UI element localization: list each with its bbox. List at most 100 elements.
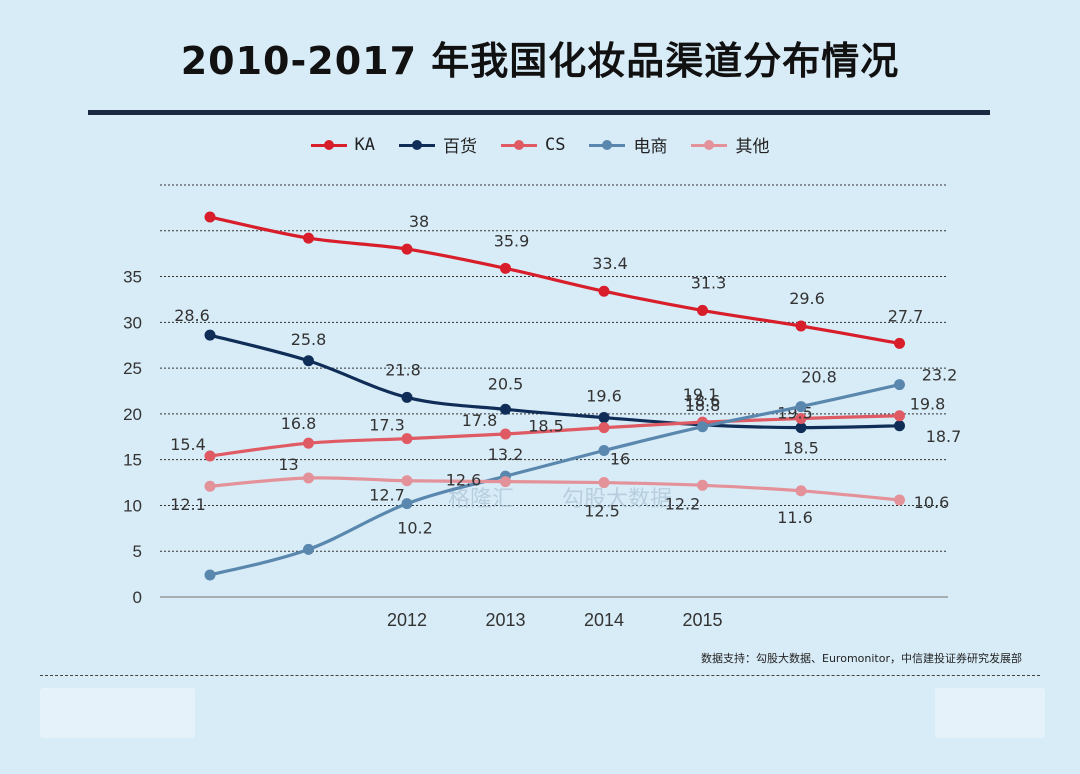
y-tick-label: 5 <box>133 542 142 561</box>
watermark-text: 勾股大数据 <box>562 487 672 512</box>
data-point <box>303 472 314 484</box>
legend-label: 电商 <box>633 137 668 157</box>
data-label: 38 <box>409 212 429 231</box>
data-label: 21.8 <box>385 360 421 379</box>
data-label: 28.6 <box>174 306 210 325</box>
y-tick-label: 10 <box>123 496 142 515</box>
data-label: 20.5 <box>488 374 524 393</box>
data-point <box>598 422 610 434</box>
legend-item: 电商 <box>589 132 667 157</box>
data-label: 13 <box>278 455 298 474</box>
line-chart: 0 5 10 15 20 25 30 35 2012 2013 2014 2015 格隆汇 勾股大数据 38… <box>123 184 962 630</box>
series-line <box>209 383 900 577</box>
data-point <box>303 232 314 244</box>
data-label: 17.8 <box>462 411 498 430</box>
data-label: 12.5 <box>584 502 620 521</box>
data-label: 18.7 <box>926 427 962 446</box>
data-point <box>500 476 511 488</box>
data-point <box>401 475 413 487</box>
watermark-text: 格隆汇 <box>448 487 514 512</box>
data-point <box>795 422 807 434</box>
data-label: 35.9 <box>494 231 530 250</box>
data-label: 18.6 <box>685 392 721 411</box>
data-point <box>598 445 610 457</box>
data-label: 29.6 <box>789 289 825 308</box>
y-tick-label: 20 <box>123 405 142 424</box>
legend-label: 其他 <box>735 137 770 157</box>
data-point <box>894 337 905 349</box>
data-point <box>204 569 216 581</box>
data-point <box>500 428 511 440</box>
data-label: 10.6 <box>914 493 950 512</box>
data-point <box>795 412 807 424</box>
data-point <box>598 477 610 489</box>
legend-swatch <box>310 138 347 152</box>
data-label: 12.2 <box>665 494 701 513</box>
data-label: 33.4 <box>592 254 628 273</box>
data-label: 13.2 <box>488 445 524 464</box>
y-tick-label: 35 <box>123 268 142 287</box>
legend-item: CS <box>501 132 565 157</box>
legend-label: KA <box>354 134 375 155</box>
x-tick-label: 2015 <box>682 610 722 630</box>
data-point <box>795 320 807 332</box>
data-label: 18.5 <box>528 417 564 436</box>
data-point <box>894 379 905 391</box>
data-point <box>401 433 413 445</box>
legend-label: CS <box>545 134 566 155</box>
legend-label: 百货 <box>443 137 477 157</box>
data-label: 18.8 <box>685 396 721 415</box>
data-label: 15.4 <box>170 435 206 454</box>
legend-item: KA <box>310 132 375 157</box>
y-tick-label: 25 <box>123 359 142 378</box>
data-label: 18.5 <box>783 439 819 458</box>
data-label: 23.2 <box>922 366 958 385</box>
data-label: 12.7 <box>369 486 405 505</box>
blurred-logo-left <box>40 688 195 738</box>
data-label: 12.6 <box>446 471 482 490</box>
data-point <box>204 480 216 492</box>
data-point <box>894 410 905 422</box>
data-label: 27.7 <box>888 306 924 325</box>
data-point <box>500 262 511 274</box>
series-line <box>209 215 900 345</box>
data-point <box>303 543 314 555</box>
data-point <box>303 355 314 367</box>
legend-swatch <box>501 138 537 152</box>
data-point <box>598 412 610 424</box>
data-point <box>204 329 216 341</box>
data-point <box>697 304 708 316</box>
legend-item: 其他 <box>691 132 769 157</box>
legend-swatch <box>691 138 728 152</box>
data-point <box>598 285 610 297</box>
legend-item: 百货 <box>399 132 477 157</box>
x-tick-label: 2013 <box>485 610 525 630</box>
legend-swatch <box>399 138 435 152</box>
data-label: 11.6 <box>777 508 813 527</box>
chart-title: 2010-2017 年我国化妆品渠道分布情况 <box>180 39 900 83</box>
data-point <box>894 420 905 432</box>
data-label: 10.2 <box>397 519 433 538</box>
data-label: 25.8 <box>291 330 327 349</box>
x-tick-label: 2012 <box>387 610 427 630</box>
data-point <box>500 403 511 415</box>
data-point <box>401 498 413 510</box>
bottom-divider <box>40 675 1040 676</box>
legend-swatch <box>589 138 626 152</box>
data-label: 31.3 <box>691 273 727 292</box>
data-point <box>697 479 708 491</box>
data-point <box>795 401 807 413</box>
source-note: 数据支持：勾股大数据、Euromonitor，中信建投证券研究发展部 <box>701 652 1022 665</box>
y-tick-label: 30 <box>123 313 142 332</box>
data-point <box>303 437 314 449</box>
data-label: 19.6 <box>586 387 622 406</box>
data-label: 19.1 <box>683 385 719 404</box>
y-tick-label: 15 <box>123 451 142 470</box>
title-divider <box>88 110 990 115</box>
data-point <box>204 450 216 462</box>
series-line <box>209 476 900 502</box>
data-label: 20.8 <box>801 368 837 387</box>
data-label: 19.8 <box>910 395 946 414</box>
data-point <box>697 421 708 433</box>
data-point <box>795 485 807 497</box>
